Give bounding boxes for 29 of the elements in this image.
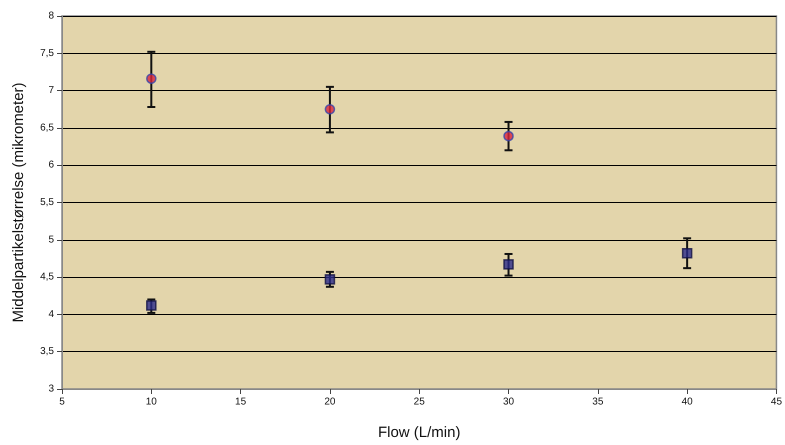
y-axis-title: Middelpartikelstørrelse (mikrometer) — [10, 82, 27, 323]
point — [324, 274, 336, 285]
point — [146, 300, 157, 311]
x-tick-label: 20 — [324, 396, 336, 408]
y-tick-label: 8 — [48, 10, 54, 22]
y-tick-label: 6 — [48, 160, 54, 171]
x-tick-label: 30 — [502, 396, 515, 408]
y-tick-label: 3 — [48, 384, 54, 394]
x-tick-label: 10 — [146, 396, 158, 408]
x-tick-label: 5 — [59, 396, 66, 408]
point — [146, 73, 157, 84]
y-tick-label: 4,5 — [40, 272, 54, 283]
y-tick-label: 7 — [48, 85, 54, 96]
x-axis-title: Flow (L/min) — [378, 424, 460, 441]
y-tick-label: 5 — [48, 234, 54, 246]
x-tick-label: 40 — [682, 396, 694, 408]
x-tick-label: 15 — [235, 396, 247, 408]
x-tick-label: 25 — [414, 396, 426, 408]
y-tick-label: 6,5 — [40, 122, 54, 134]
y-tick-label: 4 — [48, 308, 54, 320]
y-tick-label: 7,5 — [40, 48, 54, 59]
x-tick-label: 45 — [770, 396, 782, 408]
point — [503, 259, 514, 270]
point — [682, 248, 692, 258]
y-tick-label: 3,5 — [40, 346, 54, 358]
y-tick-label: 5,5 — [40, 197, 54, 208]
point — [503, 130, 514, 142]
point — [324, 104, 336, 114]
x-tick-label: 35 — [592, 396, 604, 408]
